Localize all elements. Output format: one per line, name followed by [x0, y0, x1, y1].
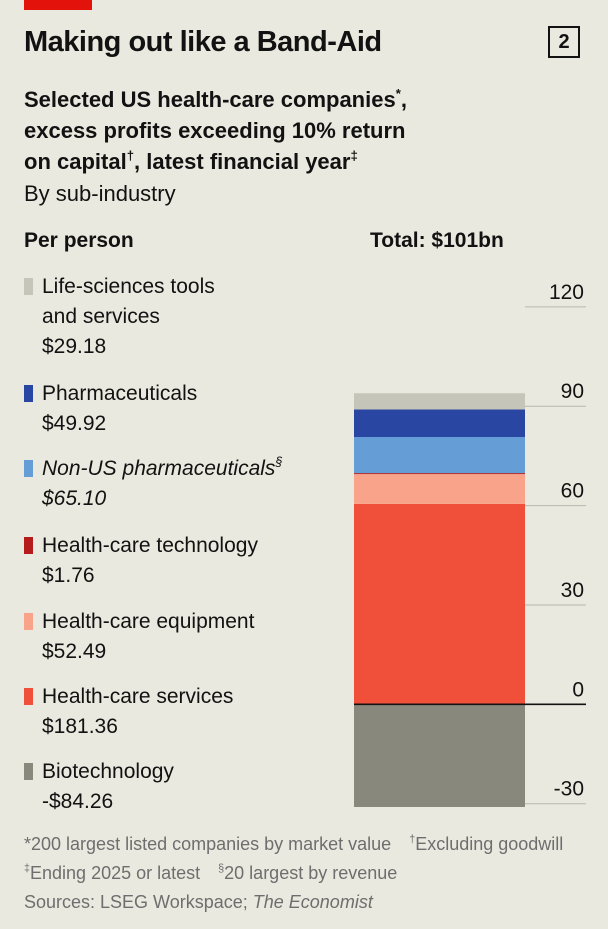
footnote-mark-dagger: † — [409, 833, 416, 846]
footnote-mark-double-dagger: ‡ — [24, 862, 31, 875]
legend-label: Life-sciences tools — [42, 275, 215, 298]
bar-segment — [354, 503, 525, 705]
legend-value: $29.18 — [42, 335, 107, 358]
legend-value: $181.36 — [42, 715, 118, 738]
legend-item-health-care-services: Health-care services $181.36 — [24, 682, 344, 742]
legend-label: Health-care technology — [42, 534, 258, 557]
footnotes: *200 largest listed companies by market … — [24, 830, 594, 917]
bar-segment — [354, 473, 525, 475]
footnote-goodwill: Excluding goodwill — [415, 834, 564, 854]
legend-swatch — [24, 278, 33, 295]
subtitle-mark-dagger: † — [126, 147, 135, 163]
legend-item-health-care-technology: Health-care technology $1.76 — [24, 531, 344, 591]
subtitle-mark-asterisk: * — [395, 85, 401, 101]
subtitle-line3-mid: , latest financial year — [134, 149, 351, 174]
legend-value: $49.92 — [42, 412, 107, 435]
subtitle-line2: excess profits exceeding 10% return — [24, 118, 406, 143]
legend-item-health-care-equipment: Health-care equipment $52.49 — [24, 607, 344, 667]
footnote-ending: Ending 2025 or latest — [30, 863, 201, 883]
legend-item-non-us-pharmaceuticals: Non-US pharmaceuticals§ $65.10 — [24, 454, 344, 514]
sources-publication: The Economist — [252, 892, 373, 912]
per-person-header: Per person — [24, 229, 134, 252]
legend-value: $52.49 — [42, 640, 107, 663]
y-tick-label: 120 — [549, 281, 584, 304]
legend-item-life-sciences: Life-sciences tools and services $29.18 — [24, 272, 344, 362]
y-tick-label: 0 — [572, 678, 584, 701]
legend-swatch — [24, 688, 33, 705]
subtitle-line3: on capital — [24, 149, 127, 174]
subtitle-mark-double-dagger: ‡ — [350, 147, 358, 163]
legend-label: Health-care services — [42, 685, 234, 708]
legend-label-line2: and services — [42, 305, 160, 328]
footnote-mark-section: § — [218, 862, 225, 875]
legend-item-pharmaceuticals: Pharmaceuticals $49.92 — [24, 379, 344, 439]
y-tick-label: 60 — [561, 480, 584, 503]
legend-label: Health-care equipment — [42, 610, 255, 633]
legend-label: Pharmaceuticals — [42, 382, 198, 405]
legend-swatch — [24, 537, 33, 554]
legend-label-mark: § — [275, 455, 283, 470]
y-tick-label: 90 — [561, 380, 584, 403]
bar-segment — [354, 436, 525, 474]
legend-swatch — [24, 460, 33, 477]
legend-swatch — [24, 763, 33, 780]
subtitle-line1: Selected US health-care companies — [24, 87, 396, 112]
legend-value: $65.10 — [42, 487, 107, 510]
footnote-companies: *200 largest listed companies by market … — [24, 834, 392, 854]
brand-red-tag — [24, 0, 92, 10]
legend-value: -$84.26 — [42, 790, 114, 813]
bar-segment — [354, 409, 525, 437]
chart-number-badge: 2 — [548, 26, 580, 58]
bar-segment — [354, 393, 525, 410]
chart-subhead: By sub-industry — [24, 181, 176, 206]
footnote-largest-revenue: 20 largest by revenue — [224, 863, 398, 883]
legend-swatch — [24, 613, 33, 630]
chart-subtitle: Selected US health-care companies*, exce… — [24, 84, 564, 177]
y-tick-label: 30 — [561, 579, 584, 602]
legend-item-biotechnology: Biotechnology -$84.26 — [24, 757, 344, 817]
sources-label: Sources: LSEG Workspace; — [24, 892, 253, 912]
legend-value: $1.76 — [42, 564, 95, 587]
legend-swatch — [24, 385, 33, 402]
bar-segment — [354, 474, 525, 504]
bar-segment — [354, 704, 525, 807]
chart-title: Making out like a Band-Aid — [24, 26, 382, 58]
subtitle-line1-end: , — [400, 87, 407, 112]
total-header: Total: $101bn — [370, 229, 504, 252]
legend-label: Biotechnology — [42, 760, 174, 783]
y-tick-label: -30 — [554, 778, 584, 801]
legend-label: Non-US pharmaceuticals — [42, 457, 276, 480]
